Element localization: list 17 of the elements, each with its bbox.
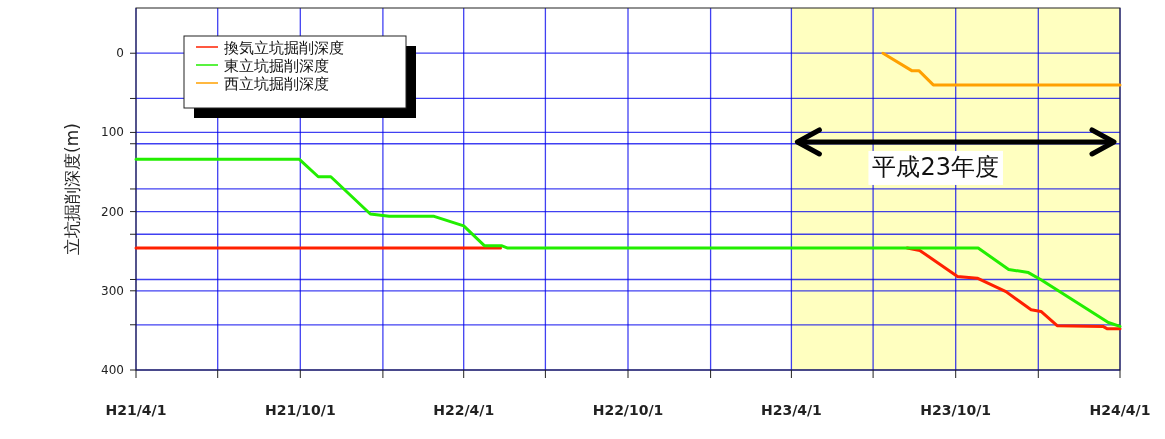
x-tick-label: H22/4/1: [433, 402, 495, 418]
legend-label: 西立坑掘削深度: [224, 75, 329, 93]
y-tick-label: 400: [101, 363, 124, 377]
x-tick-label: H21/10/1: [264, 402, 336, 418]
x-tick-label: H22/10/1: [592, 402, 664, 418]
y-tick-label: 200: [101, 204, 124, 219]
x-tick-label: H21/4/1: [105, 402, 167, 418]
x-tick-label: H23/10/1: [920, 402, 992, 418]
legend-label: 東立坑掘削深度: [224, 57, 329, 75]
y-tick-label: 0: [116, 46, 124, 61]
y-axis-title: 立坑掘削深度(m): [62, 123, 82, 255]
x-tick-label: H24/4/1: [1089, 402, 1151, 418]
x-tick-label: H23/4/1: [760, 402, 822, 418]
y-tick-label: 100: [101, 125, 124, 140]
band-label: 平成23年度: [872, 152, 999, 181]
legend-label: 換気立坑掘削深度: [224, 39, 344, 57]
y-tick-label: 300: [101, 283, 124, 298]
